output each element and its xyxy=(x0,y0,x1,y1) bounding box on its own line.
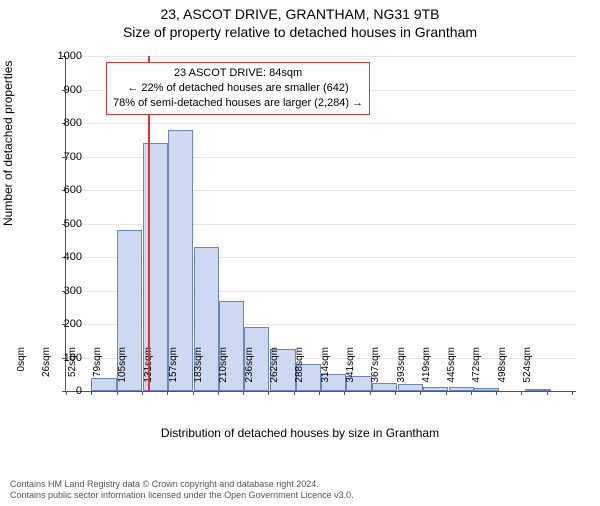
footer-attribution: Contains HM Land Registry data © Crown c… xyxy=(10,479,354,502)
page-title-address: 23, ASCOT DRIVE, GRANTHAM, NG31 9TB xyxy=(0,6,600,22)
x-tick-label: 524sqm xyxy=(522,347,533,397)
y-tick-label: 900 xyxy=(38,84,82,96)
footer-line-1: Contains HM Land Registry data © Crown c… xyxy=(10,479,354,491)
chart-container: Number of detached properties 0sqm26sqm5… xyxy=(0,46,600,446)
y-tick-label: 800 xyxy=(38,117,82,129)
y-tick-label: 1000 xyxy=(38,50,82,62)
y-tick-label: 600 xyxy=(38,184,82,196)
x-tick-label: 105sqm xyxy=(117,347,128,397)
annotation-line-1: 23 ASCOT DRIVE: 84sqm xyxy=(113,66,363,81)
x-tick-label: 79sqm xyxy=(92,347,103,397)
x-tick-label: 472sqm xyxy=(471,347,482,397)
plot-area: 0sqm26sqm52sqm79sqm105sqm131sqm157sqm183… xyxy=(65,56,576,392)
annotation-line-3: 78% of semi-detached houses are larger (… xyxy=(113,96,363,111)
y-tick-label: 200 xyxy=(38,318,82,330)
y-tick-label: 300 xyxy=(38,285,82,297)
y-tick-label: 400 xyxy=(38,251,82,263)
annotation-box: 23 ASCOT DRIVE: 84sqm ← 22% of detached … xyxy=(106,62,370,115)
x-tick-label: 236sqm xyxy=(244,347,255,397)
x-tick-label: 498sqm xyxy=(497,347,508,397)
y-tick-label: 0 xyxy=(38,385,82,397)
page-subtitle: Size of property relative to detached ho… xyxy=(0,24,600,40)
y-tick-label: 500 xyxy=(38,218,82,230)
x-tick-label: 183sqm xyxy=(193,347,204,397)
x-tick-label: 367sqm xyxy=(370,347,381,397)
x-tick-label: 445sqm xyxy=(446,347,457,397)
gridline xyxy=(66,56,576,57)
x-tick-label: 210sqm xyxy=(218,347,229,397)
annotation-line-2: ← 22% of detached houses are smaller (64… xyxy=(113,81,363,96)
x-tick-label: 419sqm xyxy=(421,347,432,397)
x-tick-label: 0sqm xyxy=(16,347,27,397)
footer-line-2: Contains public sector information licen… xyxy=(10,490,354,502)
x-tick-label: 314sqm xyxy=(320,347,331,397)
y-axis-label: Number of detached properties xyxy=(1,61,15,226)
x-tick-mark xyxy=(572,391,573,395)
gridline xyxy=(66,123,576,124)
x-tick-label: 288sqm xyxy=(294,347,305,397)
x-tick-mark xyxy=(547,391,548,395)
y-tick-label: 700 xyxy=(38,151,82,163)
x-tick-label: 262sqm xyxy=(269,347,280,397)
x-axis-label: Distribution of detached houses by size … xyxy=(0,426,600,440)
x-tick-label: 341sqm xyxy=(345,347,356,397)
x-tick-label: 393sqm xyxy=(396,347,407,397)
y-tick-label: 100 xyxy=(38,352,82,364)
x-tick-label: 157sqm xyxy=(168,347,179,397)
